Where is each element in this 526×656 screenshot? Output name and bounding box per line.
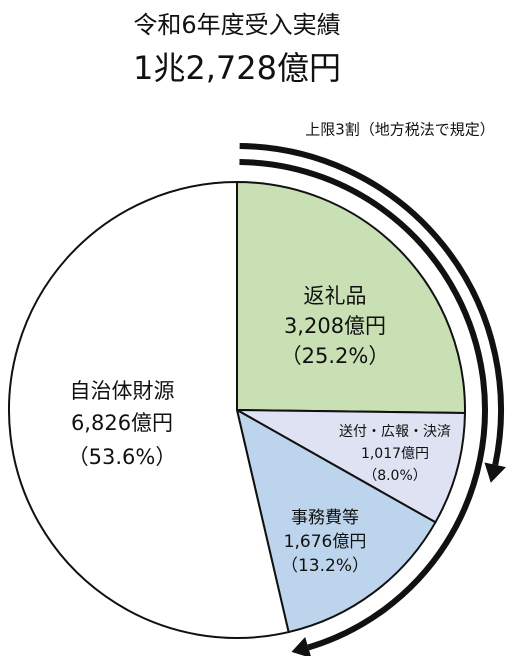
arrow-head	[291, 636, 311, 656]
pie-slice	[236, 409, 466, 524]
arrow-head	[484, 462, 507, 483]
slice-label: （13.2%）	[281, 556, 369, 576]
pie-slice	[236, 180, 466, 414]
slice-label: 送付・広報・決済	[339, 424, 451, 440]
slice-label: 3,208億円	[284, 314, 386, 338]
slice-label: （53.6%）	[68, 445, 177, 469]
slice-label: 事務費等	[291, 508, 359, 528]
pie-slice	[235, 408, 437, 634]
arrow-arc	[239, 159, 488, 651]
slice-label: （8.0%）	[363, 468, 427, 484]
slice-label: 1,017億円	[361, 446, 429, 462]
arrow-arc	[239, 143, 504, 466]
slice-label: 1,676億円	[284, 532, 367, 552]
chart-subtitle: 1兆2,728億円	[133, 49, 341, 87]
slice-label: 6,826億円	[71, 411, 173, 435]
slice-label: 返礼品	[304, 284, 367, 308]
slice-label: 自治体財源	[70, 379, 175, 403]
chart-title: 令和6年度受入実績	[133, 11, 340, 39]
slice-label: （25.2%）	[281, 344, 390, 368]
annotation: 上限3割（地方税法で規定）	[305, 121, 495, 139]
pie-slice	[8, 180, 290, 639]
